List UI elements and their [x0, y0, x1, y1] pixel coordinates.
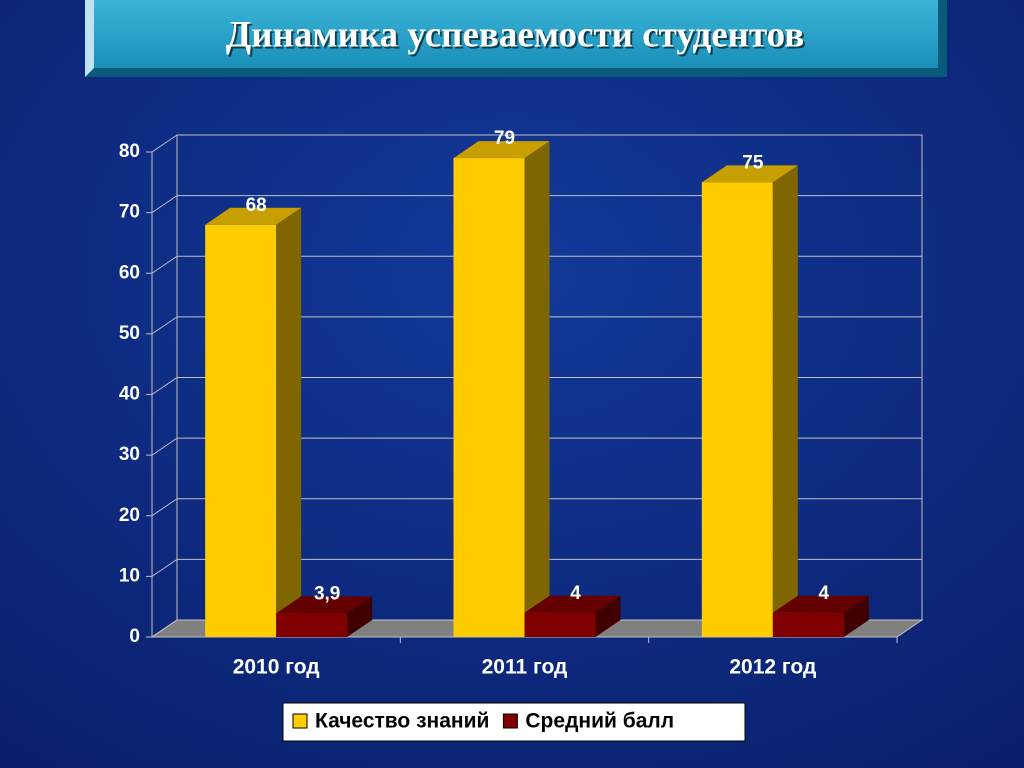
- bar: [453, 141, 550, 637]
- y-tick-label: 30: [119, 444, 140, 465]
- bar: [772, 595, 869, 637]
- bar-top: [276, 596, 373, 614]
- y-tick-label: 70: [119, 202, 140, 223]
- bar-front: [701, 182, 773, 637]
- bar-side: [524, 141, 550, 637]
- bar-front: [453, 158, 525, 637]
- bar-top: [772, 595, 869, 613]
- grid-line-side: [151, 377, 178, 395]
- grid-line-side: [151, 195, 178, 214]
- legend-label: Средний балл: [525, 710, 674, 733]
- bar-side: [276, 207, 302, 637]
- grid-line-side: [151, 558, 178, 577]
- bar-side: [595, 595, 621, 637]
- grid-line-side: [151, 316, 178, 335]
- grid-line-side: [151, 134, 178, 153]
- y-tick-label: 80: [119, 141, 140, 162]
- grid-line-side: [151, 619, 178, 638]
- y-tick-label: 0: [129, 626, 140, 647]
- value-label: 79: [494, 128, 515, 149]
- bar-front: [524, 612, 596, 637]
- bar-side: [843, 595, 869, 637]
- value-label: 75: [742, 152, 764, 173]
- bar-side: [772, 165, 798, 637]
- bar-top: [524, 595, 621, 613]
- x-tick-label: 2012 год: [729, 656, 816, 679]
- y-tick-label: 10: [119, 565, 140, 586]
- grid-line-side: [151, 437, 178, 456]
- bar: [524, 595, 621, 637]
- plot: 0 10 20 30 40 50 60 70 80 2010 год 68 3,9 2011 год 79…: [119, 128, 924, 679]
- y-tick-label: 20: [119, 505, 140, 526]
- bar-top: [453, 141, 550, 159]
- value-label: 4: [570, 583, 581, 604]
- value-label: 4: [819, 583, 830, 604]
- value-label: 3,9: [314, 583, 340, 604]
- y-tick-label: 40: [119, 384, 140, 405]
- bar-front: [205, 224, 277, 637]
- bar: [205, 207, 302, 637]
- bar-top: [701, 165, 798, 183]
- bar-front: [772, 612, 844, 637]
- legend-label: Качество знаний: [315, 710, 489, 733]
- chart-title: Динамика успеваемости студентов: [226, 14, 804, 55]
- legend-swatch: [502, 713, 518, 729]
- title-shadow: Динамика успеваемости студентов: [228, 16, 806, 57]
- bar-front: [276, 613, 348, 637]
- x-tick-label: 2010 год: [233, 656, 320, 679]
- bar: [701, 165, 798, 637]
- bar: [276, 596, 373, 637]
- bar-top: [205, 207, 302, 225]
- bar-side: [347, 596, 373, 637]
- y-tick-label: 60: [119, 262, 140, 283]
- title-box: [85, 0, 947, 77]
- grid-line-side: [151, 498, 178, 517]
- x-tick-label: 2011 год: [482, 656, 568, 679]
- y-tick-label: 50: [119, 323, 140, 344]
- grid-line-side: [151, 255, 178, 274]
- legend-swatch: [292, 713, 308, 729]
- value-label: 68: [246, 195, 267, 216]
